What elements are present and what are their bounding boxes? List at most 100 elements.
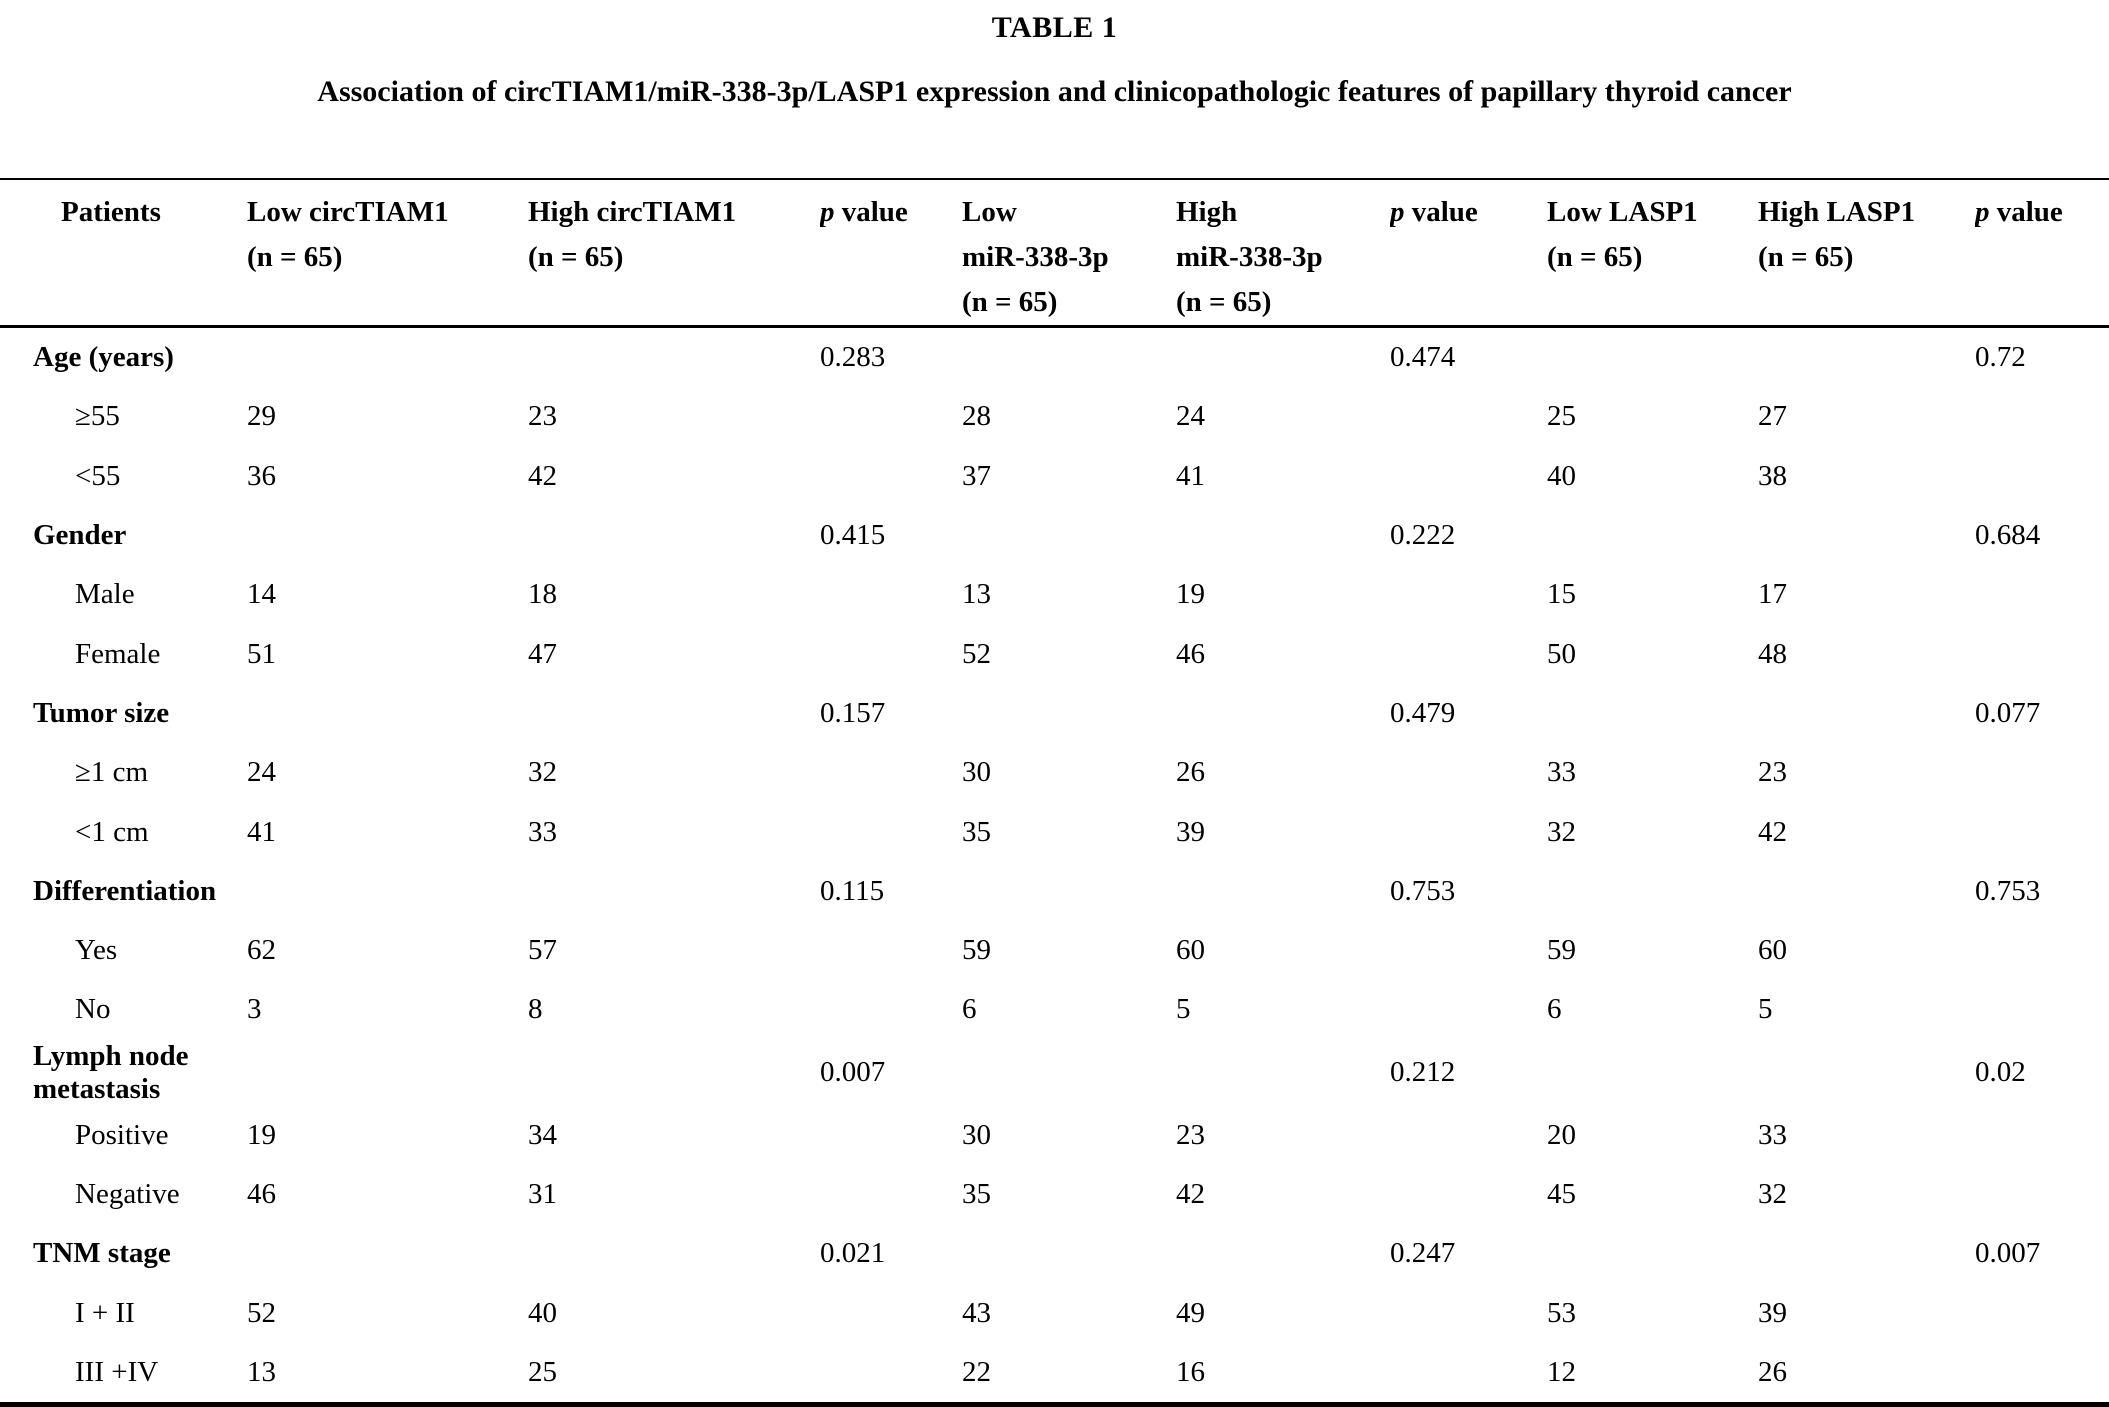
col-header-low-mir-338-3p: Low miR-338-3p (n = 65) — [962, 179, 1176, 328]
value-cell: 20 — [1547, 1118, 1576, 1151]
data-row: III +IV 13 25 22 16 12 26 — [0, 1343, 2109, 1405]
value-cell: 35 — [962, 815, 991, 848]
section-label: Lymph node metastasis — [33, 1039, 189, 1105]
empty-cell — [1975, 447, 2109, 506]
column-sample-size: (n = 65) — [528, 241, 624, 273]
empty-cell — [1390, 1283, 1547, 1342]
column-title-line: miR-338-3p — [962, 241, 1109, 273]
empty-cell — [247, 1040, 528, 1106]
value-cell: 22 — [962, 1355, 991, 1388]
p-value-cell: 0.72 — [1975, 341, 2026, 374]
row-label: Positive — [75, 1118, 169, 1151]
value-cell: 46 — [1176, 637, 1205, 670]
row-label: Female — [75, 637, 161, 670]
section-label: Age (years) — [33, 341, 174, 374]
empty-cell — [820, 565, 962, 624]
value-cell: 39 — [1176, 815, 1205, 848]
empty-cell — [820, 447, 962, 506]
column-sample-size: (n = 65) — [1547, 241, 1643, 273]
value-cell: 23 — [1758, 756, 1787, 789]
value-cell: 39 — [1758, 1296, 1787, 1329]
value-cell: 35 — [962, 1178, 991, 1210]
row-label: Male — [75, 578, 135, 611]
value-cell: 33 — [1758, 1118, 1787, 1151]
col-header-p-value-lasp1: p value — [1975, 179, 2109, 328]
empty-cell — [820, 980, 962, 1039]
data-row: ≥55 29 23 28 24 25 27 — [0, 387, 2109, 446]
data-row: <1 cm 41 33 35 39 32 42 — [0, 802, 2109, 861]
value-label: value — [1404, 196, 1478, 228]
row-label: ≥1 cm — [75, 756, 149, 789]
section-row: Tumor size 0.157 0.479 0.077 — [0, 684, 2109, 743]
value-cell: 12 — [1547, 1355, 1576, 1388]
p-value-cell: 0.02 — [1975, 1056, 2026, 1089]
empty-cell — [820, 743, 962, 802]
table-caption: Association of circTIAM1/miR-338-3p/LASP… — [317, 75, 1792, 108]
empty-cell — [1390, 1343, 1547, 1405]
value-cell: 53 — [1547, 1296, 1576, 1329]
empty-cell — [820, 802, 962, 861]
empty-cell — [528, 684, 820, 743]
col-header-high-lasp1: High LASP1 (n = 65) — [1758, 179, 1975, 328]
empty-cell — [1975, 1283, 2109, 1342]
empty-cell — [1758, 327, 1975, 388]
value-cell: 41 — [247, 815, 276, 848]
section-label: TNM stage — [33, 1237, 171, 1270]
row-label: No — [75, 993, 111, 1026]
data-row: Positive 19 34 30 23 20 33 — [0, 1106, 2109, 1165]
data-row: Negative 46 31 35 42 45 32 — [0, 1165, 2109, 1224]
column-sample-size: (n = 65) — [247, 241, 343, 273]
value-cell: 33 — [1547, 756, 1576, 789]
value-cell: 50 — [1547, 637, 1576, 670]
empty-cell — [1390, 802, 1547, 861]
empty-cell — [528, 1040, 820, 1106]
value-cell: 34 — [528, 1118, 557, 1151]
empty-cell — [1975, 980, 2109, 1039]
column-title-line: Low circTIAM1 — [247, 196, 449, 228]
value-cell: 60 — [1758, 934, 1787, 967]
empty-cell — [1758, 1224, 1975, 1283]
p-value-cell: 0.115 — [820, 874, 885, 907]
col-header-high-circtiam1: High circTIAM1 (n = 65) — [528, 179, 820, 328]
value-cell: 59 — [1547, 934, 1576, 967]
empty-cell — [1176, 684, 1390, 743]
row-label: ≥55 — [75, 400, 120, 433]
value-cell: 28 — [962, 400, 991, 433]
value-cell: 16 — [1176, 1355, 1205, 1388]
value-cell: 5 — [1758, 993, 1773, 1026]
col-header-p-value-circtiam1: p value — [820, 179, 962, 328]
value-cell: 36 — [247, 459, 276, 492]
value-cell: 19 — [1176, 578, 1205, 611]
data-row: Yes 62 57 59 60 59 60 — [0, 921, 2109, 980]
empty-cell — [1975, 743, 2109, 802]
section-label: Gender — [33, 519, 127, 552]
value-cell: 3 — [247, 993, 262, 1026]
column-title-line: Low — [962, 196, 1017, 228]
empty-cell — [1975, 1165, 2109, 1224]
column-sample-size: (n = 65) — [962, 286, 1058, 318]
p-value-header-label: p value — [1975, 190, 2109, 235]
value-cell: 29 — [247, 400, 276, 433]
p-symbol: p — [820, 196, 835, 228]
value-cell: 6 — [962, 993, 977, 1026]
empty-cell — [1176, 327, 1390, 388]
row-label: <1 cm — [75, 815, 149, 848]
section-row: TNM stage 0.021 0.247 0.007 — [0, 1224, 2109, 1283]
p-value-cell: 0.283 — [820, 341, 886, 374]
value-cell: 24 — [247, 756, 276, 789]
p-symbol: p — [1390, 196, 1405, 228]
value-cell: 8 — [528, 993, 543, 1026]
row-label: Negative — [75, 1178, 180, 1210]
empty-cell — [1547, 862, 1758, 921]
column-title-line: High — [1176, 196, 1238, 228]
value-cell: 26 — [1176, 756, 1205, 789]
empty-cell — [1547, 1224, 1758, 1283]
empty-cell — [528, 327, 820, 388]
empty-cell — [1390, 980, 1547, 1039]
empty-cell — [247, 327, 528, 388]
value-cell: 49 — [1176, 1296, 1205, 1329]
table-header-row: Patients Low circTIAM1 (n = 65) High circTI… — [0, 179, 2109, 328]
empty-cell — [1176, 1224, 1390, 1283]
empty-cell — [247, 1224, 528, 1283]
empty-cell — [820, 921, 962, 980]
